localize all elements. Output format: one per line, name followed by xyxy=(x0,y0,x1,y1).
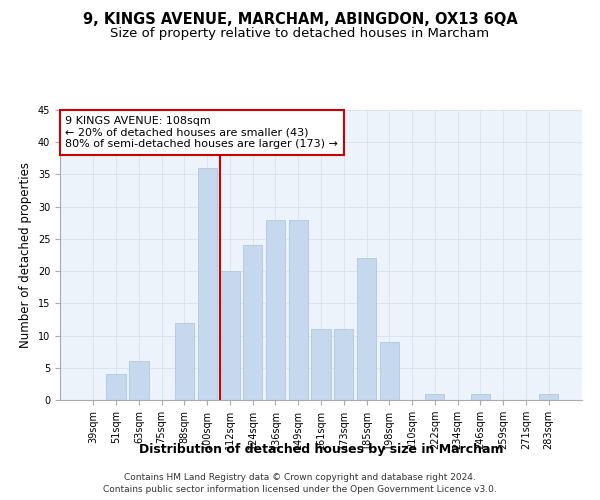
Bar xyxy=(243,246,262,400)
Bar xyxy=(334,329,353,400)
Bar xyxy=(539,394,558,400)
Y-axis label: Number of detached properties: Number of detached properties xyxy=(19,162,32,348)
Bar xyxy=(311,329,331,400)
Text: Distribution of detached houses by size in Marcham: Distribution of detached houses by size … xyxy=(139,442,503,456)
Text: 9, KINGS AVENUE, MARCHAM, ABINGDON, OX13 6QA: 9, KINGS AVENUE, MARCHAM, ABINGDON, OX13… xyxy=(83,12,517,28)
Bar xyxy=(129,362,149,400)
Bar xyxy=(266,220,285,400)
Bar xyxy=(380,342,399,400)
Text: Size of property relative to detached houses in Marcham: Size of property relative to detached ho… xyxy=(110,28,490,40)
Bar xyxy=(175,322,194,400)
Bar xyxy=(106,374,126,400)
Text: Contains HM Land Registry data © Crown copyright and database right 2024.: Contains HM Land Registry data © Crown c… xyxy=(124,472,476,482)
Bar xyxy=(470,394,490,400)
Bar xyxy=(357,258,376,400)
Bar xyxy=(197,168,217,400)
Text: Contains public sector information licensed under the Open Government Licence v3: Contains public sector information licen… xyxy=(103,485,497,494)
Bar xyxy=(220,271,239,400)
Bar xyxy=(289,220,308,400)
Bar xyxy=(425,394,445,400)
Text: 9 KINGS AVENUE: 108sqm
← 20% of detached houses are smaller (43)
80% of semi-det: 9 KINGS AVENUE: 108sqm ← 20% of detached… xyxy=(65,116,338,149)
